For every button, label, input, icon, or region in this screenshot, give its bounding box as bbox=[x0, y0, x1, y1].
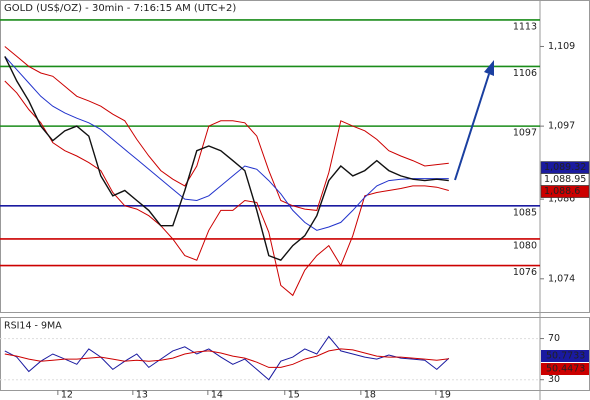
x-tick-label: 19 bbox=[439, 390, 451, 400]
x-tick-label: 18 bbox=[364, 390, 376, 400]
level-label: 1085 bbox=[513, 207, 537, 218]
x-tick-label: 13 bbox=[136, 390, 148, 400]
y-tick-label: 70 bbox=[548, 333, 560, 344]
level-label: 1076 bbox=[513, 267, 537, 278]
y-tick-label: 1,074 bbox=[548, 273, 575, 284]
series-line bbox=[4, 56, 449, 262]
level-label: 1080 bbox=[513, 240, 537, 251]
y-tick-label: 30 bbox=[548, 374, 560, 385]
x-tick-label: 12 bbox=[61, 390, 73, 400]
value-tag bbox=[541, 350, 589, 362]
value-tag bbox=[541, 363, 589, 375]
series-line bbox=[4, 56, 449, 231]
series-line bbox=[4, 348, 449, 368]
arrow-line bbox=[454, 73, 490, 181]
series-line bbox=[4, 80, 449, 297]
y-tick-label: 1,097 bbox=[548, 121, 575, 132]
series-line bbox=[4, 46, 449, 211]
projection-arrow bbox=[454, 60, 494, 181]
value-tag-label: 50.7733 bbox=[546, 351, 585, 362]
x-tick-label: 14 bbox=[211, 390, 223, 400]
price-tag-label: 1,088.95 bbox=[544, 174, 586, 185]
price-tag bbox=[540, 185, 590, 198]
level-label: 1113 bbox=[513, 21, 537, 32]
arrow-head bbox=[484, 60, 494, 76]
price-tag-label: 1,088.6 bbox=[544, 186, 580, 197]
y-tick-label: 1,109 bbox=[548, 41, 575, 52]
rsi-title: RSI14 - 9MA bbox=[4, 321, 62, 332]
level-label: 1097 bbox=[513, 128, 537, 139]
price-tag-label: 1,089.32 bbox=[544, 162, 586, 173]
chart-title: GOLD (US$/OZ) - 30min - 7:16:15 AM (UTC+… bbox=[4, 3, 236, 14]
series-line bbox=[4, 335, 450, 381]
value-tag-label: 50.4473 bbox=[546, 364, 585, 375]
level-label: 1106 bbox=[513, 68, 537, 79]
x-tick-label: 15 bbox=[288, 390, 300, 400]
y-tick-label: 1,086 bbox=[548, 194, 575, 205]
